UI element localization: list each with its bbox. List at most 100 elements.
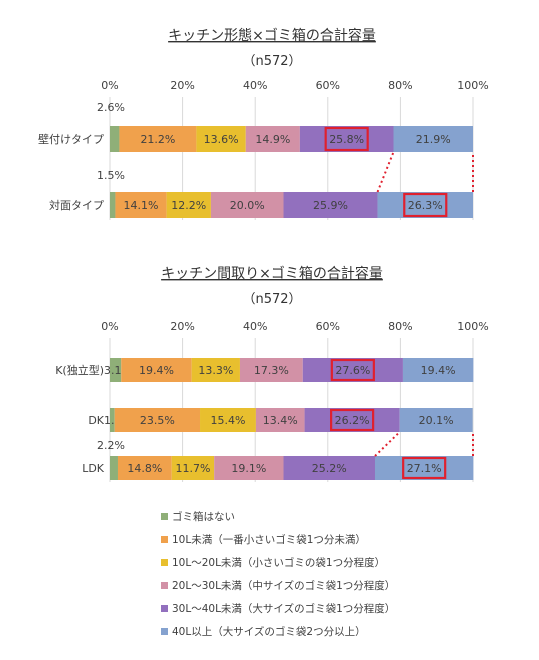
bar-segment xyxy=(119,126,197,152)
bar-segment xyxy=(191,358,240,382)
data-label: 14.9% xyxy=(255,133,290,146)
bar-segment xyxy=(110,358,122,382)
bar-segment xyxy=(374,456,474,480)
chart1-subtitle: （n572） xyxy=(242,54,301,69)
bar-segment xyxy=(117,456,172,480)
bar-segment xyxy=(196,126,246,152)
data-label: 27.1% xyxy=(407,462,442,475)
category-label: 対面タイプ xyxy=(49,198,104,212)
data-label: 19.1% xyxy=(231,462,266,475)
kitchen-layout-chart: キッチン間取り×ゴミ箱の合計容量 （n572） 0% 20% 40% 60% 80% 10… xyxy=(55,265,489,482)
bar-segment xyxy=(214,456,284,480)
data-label: 25.8% xyxy=(329,133,364,146)
data-label: 2.2% xyxy=(97,439,125,452)
x-tick-label: 80% xyxy=(388,320,412,333)
bar-segment xyxy=(171,456,215,480)
data-label: 26.2% xyxy=(335,414,370,427)
bar-segment xyxy=(110,126,120,152)
legend-label: ゴミ箱はない xyxy=(172,510,235,523)
bar-segment xyxy=(299,126,394,152)
connector-line xyxy=(374,431,401,457)
legend-swatch xyxy=(161,582,168,589)
bar-segment xyxy=(114,408,201,432)
data-label: 27.6% xyxy=(335,364,370,377)
bar-segment xyxy=(210,192,284,218)
bar-segment xyxy=(110,408,115,432)
bar-segment xyxy=(302,358,403,382)
highlight-box xyxy=(330,408,375,432)
data-label: 25.9% xyxy=(313,199,348,212)
data-label: 14.1% xyxy=(124,199,159,212)
bar-segment xyxy=(200,408,256,432)
connector-line xyxy=(376,151,395,193)
legend-swatch xyxy=(161,536,168,543)
chart1-title: キッチン形態×ゴミ箱の合計容量 xyxy=(168,27,376,44)
x-tick-label: 20% xyxy=(170,79,194,92)
data-label: 21.2% xyxy=(140,133,175,146)
x-tick-label: 0% xyxy=(101,79,118,92)
bar-segment xyxy=(399,408,473,432)
data-label: 13.6% xyxy=(204,133,239,146)
x-tick-label: 0% xyxy=(101,320,118,333)
legend-label: 20L～30L未満（中サイズのゴミ袋1つ分程度） xyxy=(172,579,395,592)
legend-label: 30L～40L未満（大サイズのゴミ袋1つ分程度） xyxy=(172,602,395,615)
category-label: DK xyxy=(88,414,104,427)
bar-segment xyxy=(245,126,300,152)
x-tick-label: 100% xyxy=(457,79,488,92)
legend-swatch xyxy=(161,559,168,566)
bar-segment xyxy=(115,192,167,218)
bar-segment xyxy=(166,192,211,218)
category-label: LDK xyxy=(82,462,105,475)
bar-segment xyxy=(393,126,473,152)
bar-segment xyxy=(377,192,473,218)
data-label: 12.2% xyxy=(171,199,206,212)
data-label: 21.9% xyxy=(416,133,451,146)
legend-label: 40L以上（大サイズのゴミ袋2つ分以上） xyxy=(172,625,366,638)
bar-segment xyxy=(255,408,305,432)
legend-swatch xyxy=(161,513,168,520)
bar-segment xyxy=(283,456,375,480)
kitchen-type-chart: キッチン形態×ゴミ箱の合計容量 （n572） 0% 20% 40% 60% 80% 100… xyxy=(38,27,489,220)
data-label: 1.5% xyxy=(97,169,125,182)
highlight-box xyxy=(324,126,369,152)
data-label: 13.4% xyxy=(263,414,298,427)
category-label: K(独立型) xyxy=(55,363,104,377)
legend: ゴミ箱はない 10L未満（一番小さいゴミ袋1つ分未満） 10L～20L未満（小さいゴ… xyxy=(161,510,395,638)
legend-label: 10L未満（一番小さいゴミ袋1つ分未満） xyxy=(172,533,366,546)
bar-segment xyxy=(402,358,474,382)
bar-segment xyxy=(304,408,400,432)
data-label: 14.8% xyxy=(127,462,162,475)
x-tick-label: 60% xyxy=(316,79,340,92)
data-label: 25.2% xyxy=(312,462,347,475)
bar-segment xyxy=(239,358,303,382)
legend-swatch xyxy=(161,628,168,635)
data-label: 11.7% xyxy=(175,462,210,475)
category-label: 壁付けタイプ xyxy=(38,132,104,146)
data-label: 20.0% xyxy=(230,199,265,212)
data-label: 17.3% xyxy=(254,364,289,377)
legend-swatch xyxy=(161,605,168,612)
bar-segment xyxy=(110,192,116,218)
data-label: 23.5% xyxy=(140,414,175,427)
data-label: 26.3% xyxy=(408,199,443,212)
x-tick-label: 60% xyxy=(316,320,340,333)
highlight-box xyxy=(403,192,448,218)
data-label: 13.3% xyxy=(198,364,233,377)
x-tick-label: 80% xyxy=(388,79,412,92)
x-tick-label: 100% xyxy=(457,320,488,333)
bar-segment xyxy=(110,456,118,480)
legend-label: 10L～20L未満（小さいゴミの袋1つ分程度） xyxy=(172,556,385,569)
chart2-subtitle: （n572） xyxy=(242,292,301,307)
data-label: 2.6% xyxy=(97,101,125,114)
data-label: 20.1% xyxy=(419,414,454,427)
chart2-title: キッチン間取り×ゴミ箱の合計容量 xyxy=(161,265,383,282)
bar-segment xyxy=(121,358,192,382)
data-label: 19.4% xyxy=(139,364,174,377)
highlight-box xyxy=(330,358,375,382)
data-label: 15.4% xyxy=(210,414,245,427)
x-tick-label: 40% xyxy=(243,79,267,92)
bar-segment xyxy=(283,192,378,218)
x-tick-label: 20% xyxy=(170,320,194,333)
data-label: 19.4% xyxy=(421,364,456,377)
